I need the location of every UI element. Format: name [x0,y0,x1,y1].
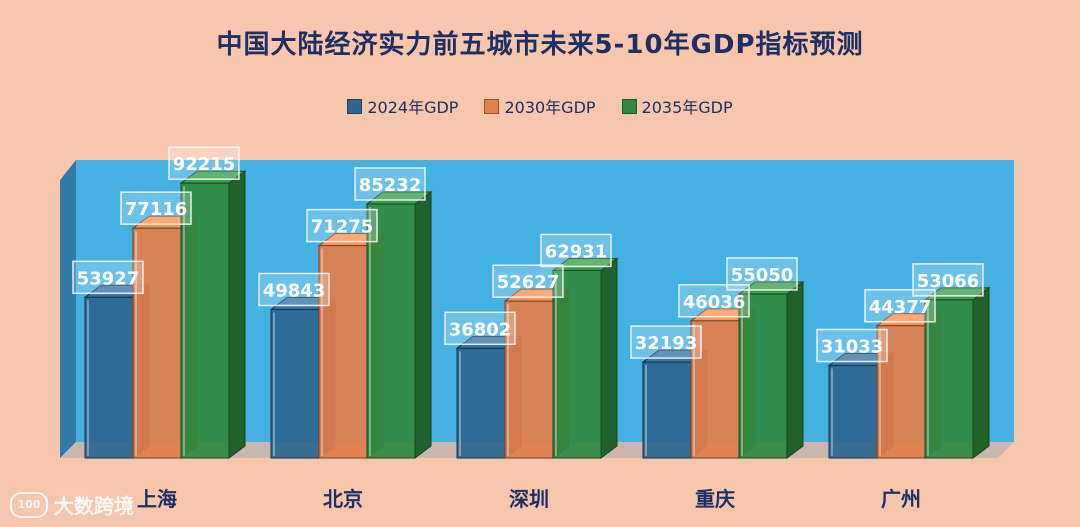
legend-label-2035: 2035年GDP [641,98,733,117]
data-label-4-1: 44377 [869,297,932,318]
data-label-0-2: 92215 [173,154,236,175]
category-label-2: 深圳 [509,487,549,511]
data-label-1-2: 85232 [359,175,422,196]
bar-side-4-2 [972,286,990,459]
data-label-box-1-0 [258,272,330,307]
data-label-0-0: 53927 [77,268,140,289]
category-label-1: 北京 [323,487,363,511]
bar-2-1 [504,300,554,459]
data-label-1-0: 49843 [263,280,326,301]
data-label-2-0: 36802 [449,319,512,340]
legend-swatch-2024 [347,98,363,114]
data-label-4-0: 31033 [821,337,884,358]
bar-3-0 [642,361,692,459]
data-label-0-1: 77116 [125,199,188,220]
data-label-box-0-2 [168,146,240,180]
data-label-box-1-2 [354,167,426,201]
data-label-box-2-2 [540,233,612,268]
data-label-box-4-0 [816,328,888,363]
data-label-box-3-0 [630,325,702,359]
category-label-0: 上海 [137,487,177,511]
bar-1-1 [318,245,368,459]
legend-item-2035: 2035年GDP [621,94,733,118]
legend-swatch-2035 [621,98,637,114]
bar-4-1 [876,325,926,459]
category-label-4: 广州 [881,487,921,511]
data-label-box-4-2 [912,263,984,297]
bar-side-0-2 [228,170,246,459]
data-label-3-2: 55050 [731,265,794,286]
data-label-1-1: 71275 [311,217,374,238]
bar-side-3-2 [786,280,804,459]
watermark: 100 大数跨境 [10,490,134,519]
watermark-logo-icon: 100 [10,491,48,518]
data-label-box-0-1 [120,191,192,225]
chart-legend: 2024年GDP 2030年GDP 2035年GDP [0,94,1080,118]
bar-side-2-2 [600,257,618,459]
bar-4-0 [828,365,878,459]
bar-side-1-2 [414,191,432,459]
plot-side-wall [60,160,76,458]
chart-title: 中国大陆经济实力前五城市未来5-10年GDP指标预测 [216,30,864,60]
bar-1-2 [366,203,416,459]
category-label-3: 重庆 [695,487,735,511]
data-label-4-2: 53066 [917,271,980,292]
legend-label-2030: 2030年GDP [504,98,596,117]
bar-3-1 [690,320,740,459]
bar-0-1 [132,227,182,459]
bar-3-2 [738,293,788,459]
bar-4-2 [924,299,974,459]
legend-item-2024: 2024年GDP [347,94,458,118]
legend-label-2024: 2024年GDP [367,98,459,117]
watermark-text: 大数跨境 [54,494,134,518]
data-label-2-1: 52627 [497,272,560,293]
data-label-box-4-1 [864,289,936,323]
data-label-box-0-0 [72,260,144,295]
legend-item-2030: 2030年GDP [484,94,596,118]
data-label-box-2-1 [492,264,564,298]
data-label-box-2-0 [444,311,516,346]
data-label-box-1-1 [306,208,378,243]
bar-1-0 [270,308,320,459]
bar-0-0 [84,296,134,459]
legend-swatch-2030 [484,98,500,114]
bar-2-2 [552,269,602,459]
data-label-3-0: 32193 [635,333,698,354]
data-label-box-3-2 [726,257,798,291]
data-label-2-2: 62931 [545,241,608,262]
data-label-3-1: 46036 [683,292,746,313]
bar-2-0 [456,347,506,459]
bar-0-2 [180,182,230,459]
